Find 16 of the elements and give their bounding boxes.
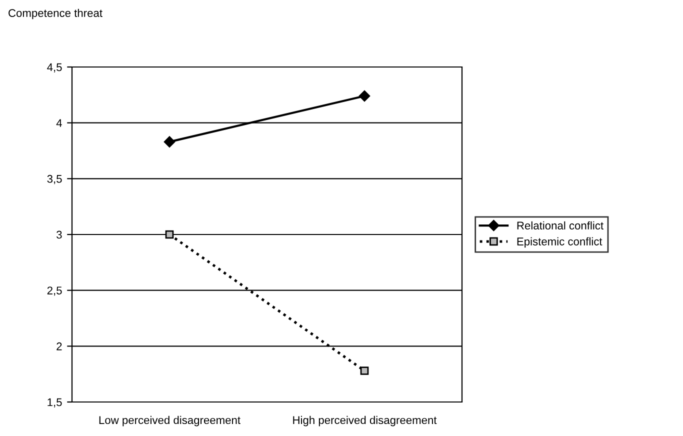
x-tick-label: Low perceived disagreement	[99, 416, 240, 426]
legend-label: Epistemic conflict	[517, 237, 602, 248]
y-tick-label: 4,5	[47, 63, 62, 72]
y-tick-label: 1,5	[48, 398, 62, 408]
y-tick-label: 2	[56, 342, 62, 350]
point	[164, 136, 176, 148]
x-tick-label: High perceived disagreement	[293, 416, 437, 426]
point	[360, 366, 369, 375]
y-tick-label: 3,5	[47, 174, 62, 184]
y-axis-title: Competence threat	[8, 8, 102, 20]
y-tick-label: 4	[56, 119, 62, 127]
legend-label: Relational conflict	[517, 221, 604, 230]
point	[358, 90, 370, 102]
y-tick-label: 3	[56, 230, 62, 239]
point	[165, 230, 174, 239]
y-tick-label: 2,5	[47, 286, 62, 296]
